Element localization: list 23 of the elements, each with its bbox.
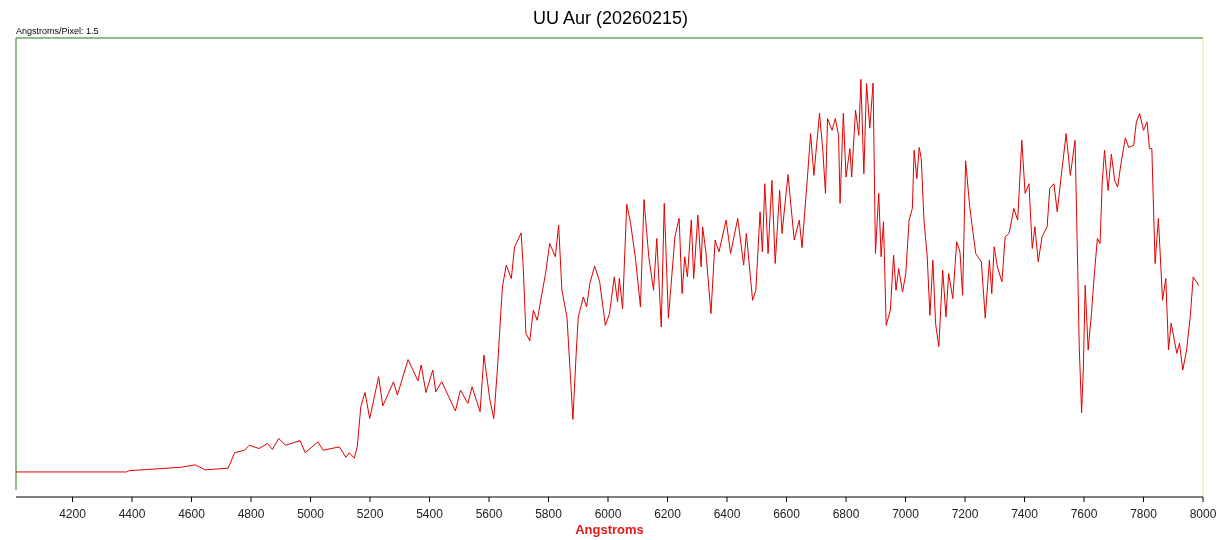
x-tick-label: 7800 [1130,507,1158,521]
x-tick-label: 5600 [475,507,503,521]
x-tick-label: 4400 [118,507,146,521]
x-tick-label: 7600 [1070,507,1098,521]
x-tick-label: 6200 [654,507,682,521]
x-tick-label: 4600 [178,507,206,521]
x-tick-label: 6800 [832,507,860,521]
x-tick-label: 4800 [237,507,265,521]
x-tick-label: 7000 [892,507,920,521]
x-tick-label: 6400 [713,507,741,521]
x-tick-label: 5400 [416,507,444,521]
x-tick-label: 4200 [59,507,87,521]
x-tick-label: 8000 [1189,507,1217,521]
x-tick-label: 5200 [356,507,384,521]
text: Angstroms/Pixel: 1.5 [16,26,99,36]
x-tick-label: 5800 [535,507,563,521]
chart-title: UU Aur (20260215) [532,8,689,28]
x-tick-label: 6000 [594,507,622,521]
x-tick-label: 5000 [297,507,325,521]
x-tick-label: 7400 [1011,507,1039,521]
x-tick-label: 7200 [951,507,979,521]
x-axis-title: Angstroms [575,522,644,537]
x-tick-label: 6600 [773,507,801,521]
